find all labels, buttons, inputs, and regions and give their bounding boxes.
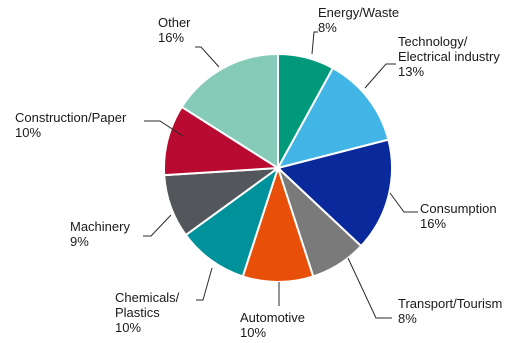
slice-value-label: 16% bbox=[420, 216, 446, 231]
slice-label: Transport/Tourism 8% bbox=[398, 296, 502, 326]
slice-value-label: 10% bbox=[115, 320, 141, 335]
pie-slice bbox=[241, 164, 315, 283]
leader-line bbox=[144, 120, 184, 137]
slice-label: Chemicals/Plastics 10% bbox=[115, 290, 180, 335]
leader-lines bbox=[143, 31, 418, 319]
leader-line bbox=[389, 192, 418, 213]
slice-label: Construction/Paper 10% bbox=[15, 110, 127, 140]
slice-name-label: Transport/Tourism bbox=[398, 296, 502, 311]
leader-line bbox=[195, 46, 220, 68]
leader-line bbox=[347, 257, 392, 319]
slice-name-label: Machinery bbox=[70, 219, 130, 234]
slice-name-label: Technology/ bbox=[398, 34, 468, 49]
pie-slice bbox=[162, 105, 282, 177]
slice-value-label: 13% bbox=[398, 64, 424, 79]
pie-slice bbox=[184, 165, 280, 278]
slice-name-label: Other bbox=[158, 15, 191, 30]
leader-line bbox=[364, 63, 396, 89]
slice-labels: Energy/Waste 8%Technology/Electrical indu… bbox=[15, 5, 502, 340]
slice-value-label: 9% bbox=[70, 234, 89, 249]
slice-name-label: Plastics bbox=[115, 305, 160, 320]
slice-label: Energy/Waste 8% bbox=[318, 5, 399, 35]
leader-line bbox=[311, 31, 318, 55]
pie-slice bbox=[276, 66, 390, 170]
slice-name-label: Automotive bbox=[240, 310, 305, 325]
slice-name-label: Construction/Paper bbox=[15, 110, 127, 125]
slice-label: Technology/Electrical industry 13% bbox=[398, 34, 500, 79]
slice-label: Machinery 9% bbox=[70, 219, 130, 249]
slice-name-label: Electrical industry bbox=[398, 49, 500, 64]
pie-slice bbox=[275, 138, 393, 248]
pie-slices bbox=[162, 52, 393, 283]
slice-value-label: 16% bbox=[158, 30, 184, 45]
slice-name-label: Energy/Waste bbox=[318, 5, 399, 20]
slice-name-label: Chemicals/ bbox=[115, 290, 180, 305]
slice-label: Other 16% bbox=[158, 15, 191, 45]
slice-label: Automotive 10% bbox=[240, 310, 305, 340]
leader-line bbox=[196, 267, 213, 301]
slice-name-label: Consumption bbox=[420, 201, 497, 216]
pie-slice bbox=[180, 52, 279, 170]
slice-value-label: 10% bbox=[240, 325, 266, 340]
leader-line bbox=[143, 214, 172, 237]
slice-label: Consumption 16% bbox=[420, 201, 497, 231]
slice-value-label: 8% bbox=[398, 311, 417, 326]
slice-value-label: 10% bbox=[15, 125, 41, 140]
slice-value-label: 8% bbox=[318, 20, 337, 35]
